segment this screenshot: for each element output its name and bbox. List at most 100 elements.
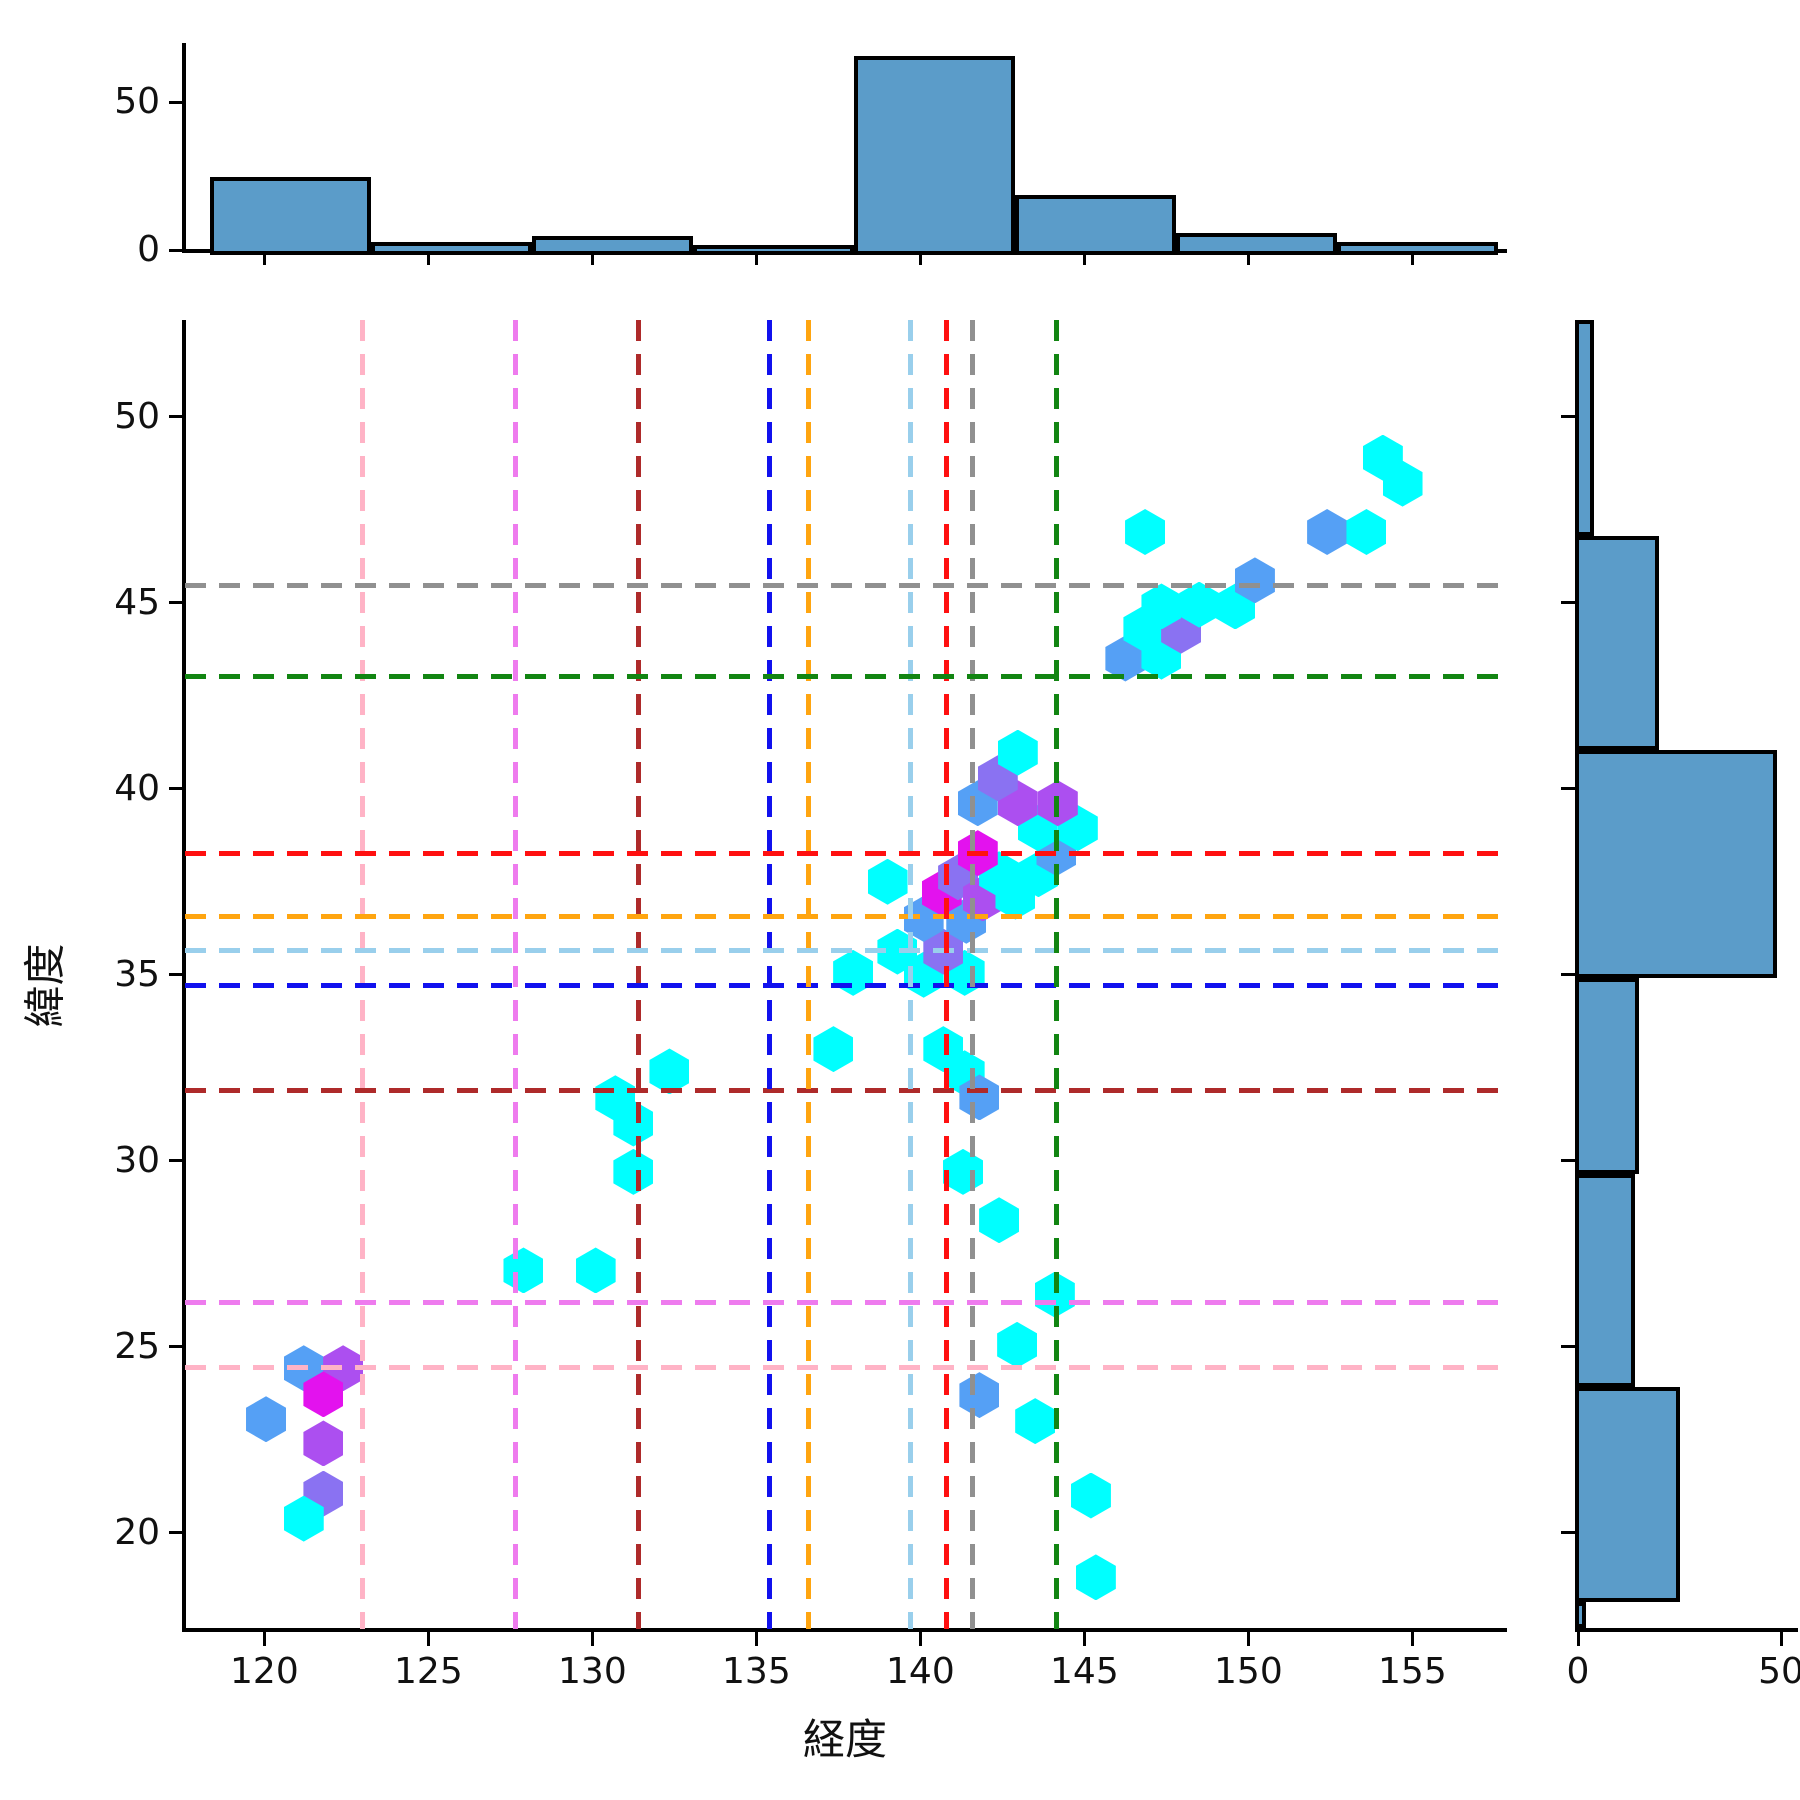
y-tick-mark <box>169 601 183 605</box>
hexbin-cell <box>575 1247 616 1294</box>
x-tick-mark <box>590 1632 594 1646</box>
hexbin-cell <box>1346 509 1387 556</box>
y-tick-label: 20 <box>114 1511 160 1553</box>
righthist-y-tick-mark <box>1561 1345 1575 1349</box>
tophist-y-tick-label: 0 <box>137 229 160 270</box>
x-tick-label: 145 <box>1050 1651 1119 1692</box>
right-histogram-bar <box>1575 535 1660 750</box>
hexbin-cell <box>1307 509 1348 556</box>
x-axis-label: 経度 <box>802 1715 887 1764</box>
y-tick-mark <box>169 1159 183 1163</box>
y-axis-label: 緯度 <box>20 943 70 1028</box>
x-tick-label: 120 <box>230 1651 299 1692</box>
y-tick-label: 35 <box>114 953 160 995</box>
top-histogram-bar <box>1015 194 1177 255</box>
reference-line-horizontal <box>185 583 1504 589</box>
reference-line-vertical <box>908 320 914 1629</box>
hexbin-cell <box>1070 1472 1111 1519</box>
y-tick-label: 25 <box>114 1325 160 1367</box>
tophist-x-tick-mark <box>1410 253 1414 265</box>
x-tick-label: 140 <box>886 1651 955 1692</box>
top-histogram-bar <box>693 245 855 255</box>
righthist-y-tick-mark <box>1561 601 1575 605</box>
right-histogram-bar <box>1575 1173 1635 1387</box>
reference-line-horizontal <box>185 1087 1504 1093</box>
righthist-x-tick-label: 50 <box>1758 1651 1800 1692</box>
reference-line-horizontal <box>185 850 1504 856</box>
reference-line-horizontal <box>185 673 1504 679</box>
x-tick-mark <box>262 1632 266 1646</box>
x-tick-mark <box>426 1632 430 1646</box>
righthist-y-tick-mark <box>1561 787 1575 791</box>
hexbin-cell <box>503 1247 544 1294</box>
reference-line-horizontal <box>185 1364 1504 1370</box>
tophist-y-tick-mark <box>169 248 183 252</box>
reference-line-vertical <box>806 320 812 1629</box>
hexbin-cell <box>997 1321 1038 1368</box>
tophist-x-tick-mark <box>590 253 594 265</box>
tophist-x-tick-mark <box>1082 253 1086 265</box>
right-histogram-bar <box>1575 749 1777 979</box>
reference-line-vertical <box>970 320 976 1629</box>
reference-line-horizontal <box>185 1299 1504 1305</box>
tophist-x-tick-mark <box>918 253 922 265</box>
top-histogram-bar <box>209 177 371 255</box>
righthist-x-tick-mark <box>1779 1632 1783 1646</box>
hexbin-cell <box>959 1372 1000 1419</box>
x-tick-mark <box>1082 1632 1086 1646</box>
y-tick-label: 45 <box>114 581 160 623</box>
reference-line-horizontal <box>185 947 1504 953</box>
hexbin-cell <box>613 1148 654 1195</box>
tophist-y-tick-mark <box>169 100 183 104</box>
tophist-x-tick-mark <box>262 253 266 265</box>
y-tick-label: 40 <box>114 767 160 809</box>
hexbin-cell <box>979 1197 1020 1244</box>
righthist-y-tick-mark <box>1561 1159 1575 1163</box>
top-histogram-bar <box>532 236 694 255</box>
right-histogram-bar <box>1575 320 1595 536</box>
tophist-x-tick-mark <box>1246 253 1250 265</box>
y-tick-label: 50 <box>114 395 160 437</box>
main-left-spine <box>182 320 186 1632</box>
y-tick-mark <box>169 787 183 791</box>
y-tick-mark <box>169 1345 183 1349</box>
reference-line-vertical <box>944 320 950 1629</box>
hexbin-cell <box>1125 509 1166 556</box>
y-tick-label: 30 <box>114 1139 160 1181</box>
hexbin-cell <box>303 1420 344 1467</box>
y-tick-mark <box>169 973 183 977</box>
reference-line-vertical <box>360 320 366 1629</box>
righthist-x-tick-mark <box>1576 1632 1580 1646</box>
x-tick-mark <box>1246 1632 1250 1646</box>
y-tick-mark <box>169 1531 183 1535</box>
righthist-y-tick-mark <box>1561 415 1575 419</box>
right-histogram-bar <box>1575 978 1639 1174</box>
tophist-left-spine <box>182 43 186 253</box>
tophist-x-tick-mark <box>426 253 430 265</box>
righthist-y-tick-mark <box>1561 1531 1575 1535</box>
x-tick-label: 125 <box>394 1651 463 1692</box>
x-tick-label: 130 <box>558 1651 627 1692</box>
tophist-x-tick-mark <box>754 253 758 265</box>
main-bottom-spine <box>182 1628 1507 1632</box>
x-tick-label: 150 <box>1214 1651 1283 1692</box>
hexbin-cell <box>813 1026 854 1073</box>
x-tick-mark <box>1410 1632 1414 1646</box>
reference-line-vertical <box>1053 320 1059 1629</box>
right-histogram-bar <box>1575 1601 1587 1628</box>
righthist-y-tick-mark <box>1561 973 1575 977</box>
reference-line-horizontal <box>185 913 1504 919</box>
tophist-y-tick-label: 50 <box>114 81 160 122</box>
x-tick-label: 135 <box>722 1651 791 1692</box>
x-tick-label: 155 <box>1378 1651 1447 1692</box>
reference-line-horizontal <box>185 983 1504 989</box>
righthist-bottom-spine <box>1575 1628 1798 1632</box>
reference-line-vertical <box>766 320 772 1629</box>
top-histogram-bar <box>1176 233 1338 255</box>
hexbin-cell <box>1075 1554 1116 1601</box>
righthist-x-tick-label: 0 <box>1566 1651 1590 1692</box>
x-tick-mark <box>918 1632 922 1646</box>
hexbin-cell <box>246 1396 287 1443</box>
hexbin-cell <box>867 858 908 905</box>
